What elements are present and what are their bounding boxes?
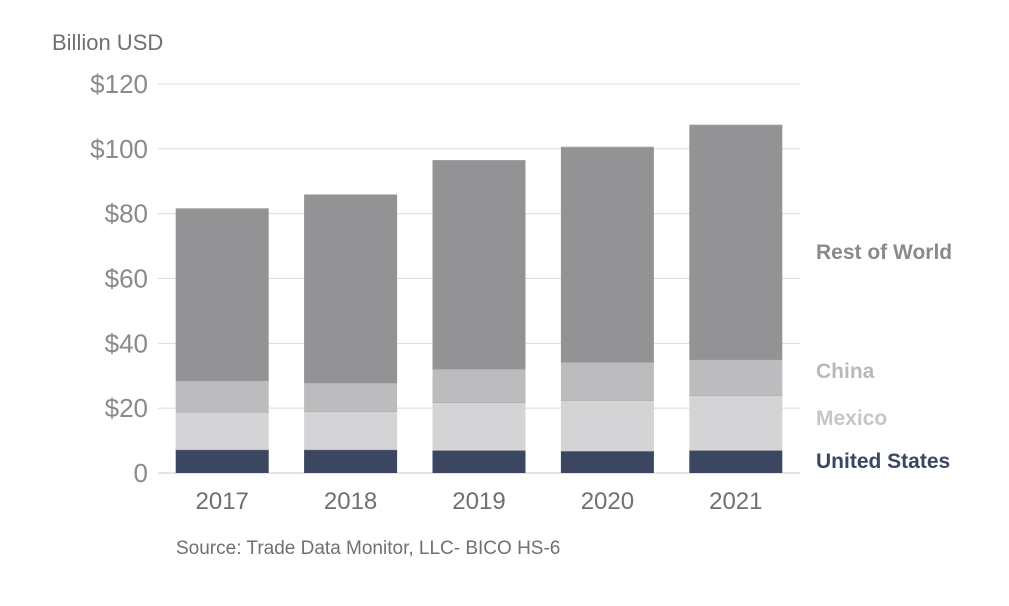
y-tick-label: $20 [105, 393, 148, 423]
x-tick-label: 2017 [196, 488, 249, 515]
y-tick-label: $40 [105, 328, 148, 358]
bar-segment-united-states [689, 450, 783, 473]
x-tick-label: 2019 [452, 488, 505, 515]
bar-segment-china [689, 359, 783, 396]
y-axis-unit-label: Billion USD [52, 30, 163, 55]
bar-segment-mexico [689, 395, 783, 451]
legend: United States Mexico China Rest of World [816, 241, 952, 473]
y-axis-ticks: 0 $20 $40 $60 $80 $100 $120 [90, 69, 148, 488]
legend-entry-mexico: Mexico [816, 407, 887, 430]
bar-segment-rest-of-world [304, 194, 398, 383]
bars [175, 124, 783, 473]
y-tick-label: $80 [105, 199, 148, 229]
x-axis-ticks: 2017 2018 2019 2020 2021 [196, 488, 763, 515]
bar-segment-united-states [560, 450, 654, 473]
bar-segment-rest-of-world [175, 208, 269, 381]
x-tick-label: 2018 [324, 488, 377, 515]
bar-segment-china [432, 368, 526, 403]
bar-segment-rest-of-world [432, 160, 526, 369]
x-tick-label: 2020 [581, 488, 634, 515]
bar-segment-united-states [175, 449, 269, 473]
bar-segment-china [560, 362, 654, 401]
y-tick-label: $60 [105, 264, 148, 294]
bar-segment-mexico [175, 412, 269, 450]
y-tick-label: $120 [90, 69, 148, 99]
legend-entry-rest-of-world: Rest of World [816, 241, 952, 264]
legend-entry-united-states: United States [816, 450, 950, 473]
y-tick-label: 0 [134, 458, 148, 488]
bar-segment-united-states [432, 450, 526, 473]
legend-entry-china: China [816, 360, 875, 383]
bar-segment-china [304, 382, 398, 412]
bar-segment-mexico [432, 402, 526, 451]
y-tick-label: $100 [90, 134, 148, 164]
bar-segment-rest-of-world [560, 147, 654, 363]
bar-segment-united-states [304, 449, 398, 473]
bar-segment-mexico [560, 400, 654, 451]
bar-segment-china [175, 380, 269, 413]
source-note: Source: Trade Data Monitor, LLC- BICO HS… [176, 538, 560, 559]
bar-segment-rest-of-world [689, 125, 783, 360]
x-tick-label: 2021 [709, 488, 762, 515]
bar-segment-mexico [304, 411, 398, 450]
